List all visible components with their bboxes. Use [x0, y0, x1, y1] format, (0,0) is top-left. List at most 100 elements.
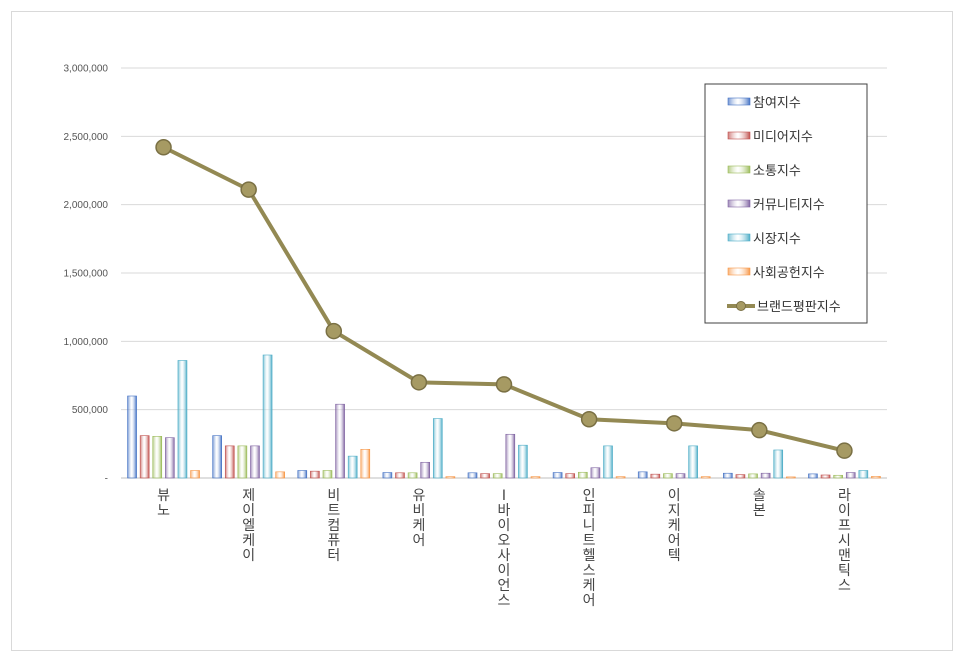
- legend-swatch: [727, 233, 751, 242]
- y-tick-label: 3,000,000: [64, 64, 109, 75]
- legend-swatch: [727, 131, 751, 140]
- bar: [858, 470, 869, 479]
- line-point: [665, 415, 683, 432]
- bar: [407, 472, 418, 479]
- bar: [820, 474, 831, 479]
- bar: [663, 473, 673, 479]
- legend-swatch: [727, 267, 751, 276]
- bar: [735, 474, 746, 479]
- legend-label: 소통지수: [753, 164, 801, 179]
- bar: [530, 476, 541, 479]
- legend-label: 시장지수: [753, 232, 801, 247]
- legend-item: 브랜드평판지수: [727, 300, 841, 315]
- bar: [127, 395, 137, 479]
- bar: [760, 472, 771, 479]
- bar: [773, 449, 784, 479]
- bar: [395, 472, 405, 479]
- line-point: [410, 374, 428, 391]
- line-point: [580, 410, 598, 428]
- bar: [177, 360, 188, 479]
- x-axis: 뷰 노 제 이 엘 케 이 비 트 컴 퓨 터 유 비 케 어 I 바 이 오 사 이 언 스 인 피 니 트 헬 스 케 어 이 지 케 어 텍 솔 본 라…: [157, 488, 851, 609]
- y-tick-label: 1,000,000: [64, 337, 109, 348]
- bar: [505, 433, 516, 479]
- bar: [432, 418, 443, 479]
- bar: [445, 476, 456, 479]
- bar: [347, 455, 358, 479]
- line-point: [240, 181, 257, 198]
- line-point: [325, 322, 343, 340]
- bar: [492, 473, 503, 479]
- bar: [650, 473, 661, 479]
- y-tick-label: 2,000,000: [64, 200, 109, 211]
- bar-series: [127, 354, 881, 479]
- line-point: [155, 139, 172, 156]
- bar: [224, 445, 235, 479]
- bar: [845, 472, 856, 479]
- y-tick-label: -: [105, 474, 108, 485]
- y-axis: - 500,000 1,000,000 1,500,000 2,000,000 2,500…: [64, 64, 109, 485]
- bar: [275, 471, 285, 479]
- bar: [552, 472, 563, 479]
- line-point: [495, 376, 513, 393]
- bar: [420, 461, 430, 479]
- bar: [578, 471, 588, 479]
- bar: [480, 473, 490, 479]
- line-point: [751, 421, 768, 439]
- legend-label: 참여지수: [753, 96, 801, 111]
- bar: [139, 435, 150, 479]
- bar: [675, 473, 686, 479]
- bar: [467, 472, 478, 479]
- legend-label: 커뮤니티지수: [753, 198, 825, 213]
- y-tick-label: 2,500,000: [64, 132, 109, 143]
- legend-label: 미디어지수: [753, 130, 813, 145]
- bar: [297, 470, 308, 479]
- legend-item: 미디어지수: [727, 130, 813, 145]
- legend-item: 시장지수: [727, 232, 801, 247]
- legend-item: 소통지수: [727, 164, 801, 179]
- bar: [310, 470, 320, 479]
- bar: [615, 476, 626, 479]
- bar: [335, 403, 345, 479]
- legend-label: 사회공헌지수: [753, 266, 825, 281]
- bar: [360, 448, 371, 479]
- bar: [565, 473, 576, 479]
- bar: [382, 472, 393, 479]
- bar: [723, 472, 733, 479]
- bar: [637, 471, 648, 479]
- bar: [603, 445, 613, 479]
- bar: [212, 435, 222, 479]
- legend-item: 커뮤니티지수: [727, 198, 825, 213]
- legend-swatch: [727, 199, 751, 208]
- legend-swatch: [727, 97, 751, 106]
- bar: [237, 445, 248, 479]
- line-series: [155, 139, 853, 459]
- bar: [871, 476, 881, 479]
- bar: [518, 444, 528, 479]
- bar: [833, 474, 843, 479]
- bar: [700, 476, 711, 479]
- line-point: [836, 442, 853, 459]
- bar: [165, 437, 175, 479]
- bar: [190, 470, 200, 479]
- bar: [808, 473, 818, 479]
- bar: [688, 445, 698, 479]
- bar: [322, 470, 333, 479]
- legend-swatch: [727, 165, 751, 174]
- bar: [786, 476, 796, 479]
- bar: [748, 473, 758, 479]
- y-tick-label: 1,500,000: [64, 269, 109, 280]
- bar: [152, 436, 163, 479]
- bar: [590, 467, 601, 479]
- legend-item: 참여지수: [727, 96, 801, 111]
- y-tick-label: 500,000: [72, 405, 109, 416]
